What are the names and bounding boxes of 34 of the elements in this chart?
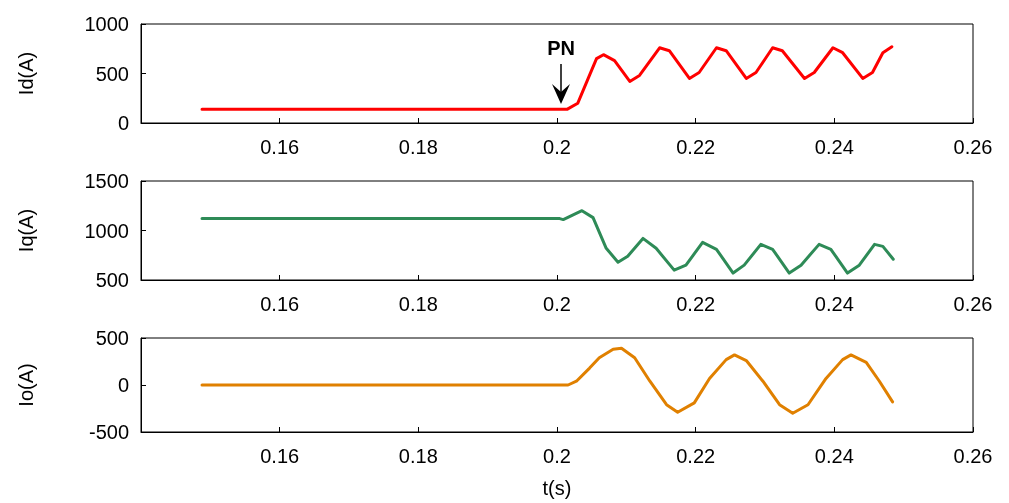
x-tick-label: 0.2 (543, 136, 571, 158)
y-tick-label: 1500 (84, 170, 129, 192)
x-tick-label: 0.22 (676, 445, 716, 467)
y-tick-label: 500 (95, 62, 129, 85)
annotation: PN (547, 37, 576, 59)
x-tick-label: 0.24 (814, 445, 854, 467)
x-tick-label: 0.22 (676, 136, 716, 158)
y-tick-label: 0 (117, 374, 129, 396)
x-tick-label: 0.16 (260, 445, 300, 467)
x-tick-label: 0.24 (814, 136, 854, 158)
line-series (200, 209, 895, 275)
y-tick-label: -500 (88, 421, 129, 443)
y-tick-label: 1000 (84, 219, 129, 242)
x-tick-label: 0.24 (814, 293, 854, 315)
y-tick-label: 500 (95, 327, 129, 349)
y-axis-title: Io(A) (15, 363, 37, 407)
x-tick-label: 0.16 (260, 136, 300, 158)
x-tick-label: 0.18 (398, 293, 438, 315)
x-tick-label: 0.18 (398, 445, 438, 467)
x-tick-label: 0.2 (543, 293, 571, 315)
x-tick-label: 0.22 (676, 293, 716, 315)
x-tick-label: 0.16 (260, 293, 300, 315)
y-axis-title: Iq(A) (15, 208, 37, 253)
line-series (200, 346, 895, 415)
y-tick-label: 0 (117, 112, 129, 134)
y-tick-label: 500 (95, 269, 129, 291)
x-axis-title: t(s) (542, 477, 572, 499)
x-tick-label: 0.2 (543, 445, 571, 467)
y-axis-title: Id(A) (15, 51, 37, 96)
x-tick-label: 0.18 (398, 136, 438, 158)
x-tick-label: 0.26 (953, 445, 993, 467)
x-tick-label: 0.26 (953, 293, 993, 315)
y-tick-label: 1000 (84, 13, 129, 35)
x-tick-label: 0.26 (953, 136, 993, 158)
